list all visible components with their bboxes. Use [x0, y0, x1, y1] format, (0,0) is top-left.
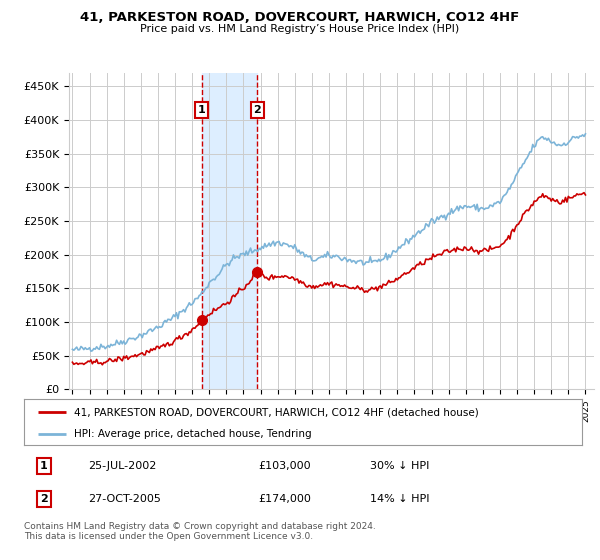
Text: 41, PARKESTON ROAD, DOVERCOURT, HARWICH, CO12 4HF (detached house): 41, PARKESTON ROAD, DOVERCOURT, HARWICH,…	[74, 407, 479, 417]
Text: Contains HM Land Registry data © Crown copyright and database right 2024.
This d: Contains HM Land Registry data © Crown c…	[24, 522, 376, 542]
Text: 25-JUL-2002: 25-JUL-2002	[88, 461, 157, 471]
Text: 27-OCT-2005: 27-OCT-2005	[88, 494, 161, 504]
Text: HPI: Average price, detached house, Tendring: HPI: Average price, detached house, Tend…	[74, 429, 312, 438]
Text: Price paid vs. HM Land Registry’s House Price Index (HPI): Price paid vs. HM Land Registry’s House …	[140, 24, 460, 34]
Text: 41, PARKESTON ROAD, DOVERCOURT, HARWICH, CO12 4HF: 41, PARKESTON ROAD, DOVERCOURT, HARWICH,…	[80, 11, 520, 24]
Text: 1: 1	[40, 461, 47, 471]
Text: 2: 2	[40, 494, 47, 504]
Text: 30% ↓ HPI: 30% ↓ HPI	[370, 461, 430, 471]
Text: 14% ↓ HPI: 14% ↓ HPI	[370, 494, 430, 504]
Bar	[202, 73, 257, 389]
Text: £103,000: £103,000	[259, 461, 311, 471]
Text: £174,000: £174,000	[259, 494, 311, 504]
Text: 2: 2	[253, 105, 261, 115]
Text: 1: 1	[198, 105, 206, 115]
